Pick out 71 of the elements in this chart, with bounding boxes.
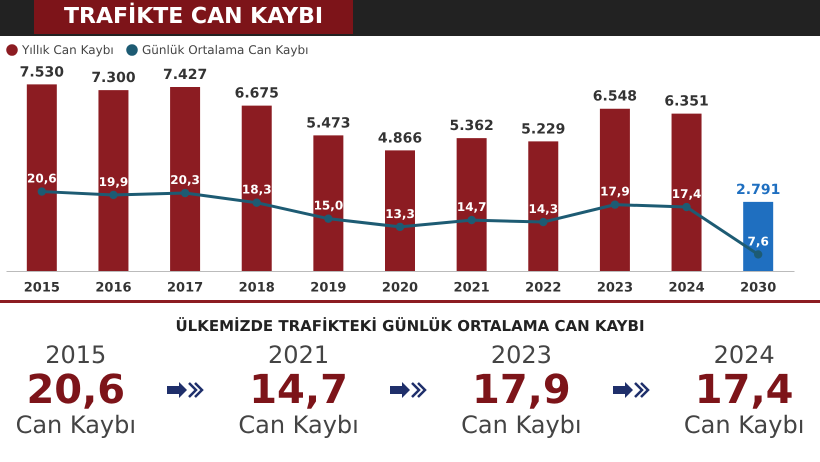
bar [313,135,344,271]
data-label: 18,3 [242,182,272,197]
data-label: 17,9 [600,184,630,199]
x-tick-label: 2015 [24,280,60,296]
bar [170,86,200,271]
data-label: 19,9 [98,174,128,189]
data-label: 17,4 [672,187,702,202]
point [324,214,333,223]
x-tick-label: 2021 [454,280,490,296]
text: Can Kaybı [238,411,359,439]
point [754,250,762,259]
data-label: 14,3 [528,202,558,216]
x-tick-label: 2022 [525,280,562,296]
data-label: 5.229 [521,121,566,138]
data-label: 7,6 [748,234,769,248]
point [467,216,476,224]
data-label: 20,3 [170,173,200,188]
point [610,200,620,209]
text: Can Kaybı [461,411,582,439]
data-label: 15,0 [314,198,344,213]
point [252,198,261,207]
point [38,187,46,196]
data-label: 2.791 [736,182,780,198]
bar [242,106,272,271]
x-tick-label: 2024 [668,280,705,296]
text: 2023 [490,341,553,369]
x-tick-label: 2020 [382,280,418,296]
x-tick-label: 2016 [95,280,132,296]
text: 20,6 [25,367,126,413]
point [539,218,548,226]
bar [98,90,128,271]
data-label: 7.530 [20,64,64,80]
data-label: 5.473 [306,115,351,132]
data-label: 20,6 [27,172,57,186]
data-label: 6.351 [664,94,709,110]
x-tick-label: 2018 [238,280,275,296]
data-label: 13,3 [385,206,415,221]
bar [456,138,487,271]
data-label: 5.362 [449,118,494,134]
data-label: 4.866 [378,130,422,146]
bar [600,108,630,271]
text: 2015 [44,341,108,369]
bar [26,84,57,271]
point [180,188,190,198]
text: 17,9 [471,367,572,413]
text: 17,4 [694,367,794,413]
point [682,202,691,212]
x-tick-label: 2023 [596,280,634,296]
bar [385,150,415,271]
bar [743,202,774,271]
data-label: 7.300 [91,70,136,86]
x-tick-label: 2017 [166,280,204,296]
text: Can Kaybı [16,411,136,439]
text: 2021 [267,341,330,369]
legend-label: Yıllık Can Kaybı [21,43,114,57]
text: ÜLKEMİZDE TRAFİKTEKİ GÜNLÜK ORTALAMA CAN KAYBI [174,317,646,335]
chart-title: TRAFİKTE CAN KAYBI [34,0,354,34]
bar [528,141,558,271]
x-tick-label: 2019 [310,280,346,296]
legend-label: Günlük Ortalama Can Kaybı [142,43,308,57]
text: Can Kaybı [684,411,804,439]
data-label: 6.675 [234,86,279,102]
point [396,222,404,232]
point [109,190,118,200]
data-label: 7.427 [162,66,208,83]
x-tick-label: 2030 [740,280,776,296]
text: 2024 [712,341,776,369]
bar [672,114,702,271]
data-label: 14,7 [456,200,486,214]
data-label: 6.548 [592,88,638,105]
text: 14,7 [248,367,349,413]
